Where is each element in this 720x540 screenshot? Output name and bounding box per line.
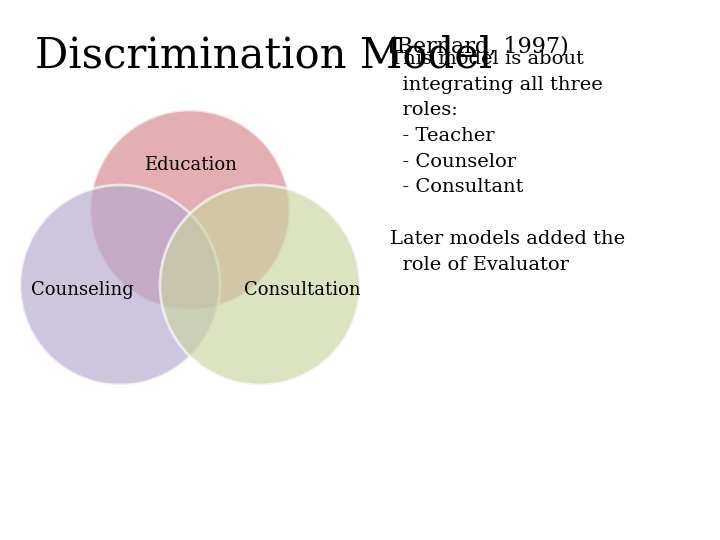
Text: Counseling: Counseling [31, 281, 133, 299]
Text: Education: Education [143, 156, 236, 174]
Text: This model is about
  integrating all three
  roles:
  - Teacher
  - Counselor
 : This model is about integrating all thre… [390, 50, 603, 197]
Circle shape [90, 110, 290, 310]
Text: (Bernard, 1997): (Bernard, 1997) [388, 35, 569, 57]
Text: Consultation: Consultation [243, 281, 360, 299]
Circle shape [160, 185, 360, 385]
Text: Discrimination Model: Discrimination Model [35, 35, 492, 77]
Text: Later models added the
  role of Evaluator: Later models added the role of Evaluator [390, 230, 625, 274]
Circle shape [20, 185, 220, 385]
